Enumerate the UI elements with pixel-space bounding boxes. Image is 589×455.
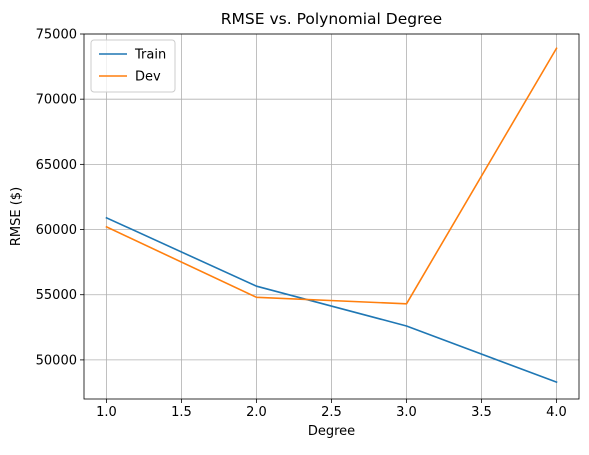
y-tick-label: 70000 xyxy=(36,93,77,108)
y-tick-label: 60000 xyxy=(36,223,77,238)
x-tick-label: 2.5 xyxy=(321,405,342,420)
y-axis-label: RMSE ($) xyxy=(9,187,24,246)
x-tick-label: 1.0 xyxy=(96,405,117,420)
legend: Train Dev xyxy=(90,39,176,93)
series-line-train xyxy=(105,216,558,384)
series-lines xyxy=(105,47,558,384)
y-tick-label: 65000 xyxy=(36,158,77,173)
y-axis-ticks: 50000 55000 60000 65000 70000 75000 xyxy=(36,28,84,368)
x-tick-label: 2.0 xyxy=(246,405,267,420)
series-line-dev xyxy=(105,47,558,305)
legend-label-train: Train xyxy=(134,48,166,63)
y-tick-label: 75000 xyxy=(36,28,77,43)
y-tick-label: 50000 xyxy=(36,353,77,368)
x-tick-label: 1.5 xyxy=(171,405,192,420)
legend-box xyxy=(90,39,176,93)
x-tick-label: 4.0 xyxy=(546,405,567,420)
x-tick-label: 3.5 xyxy=(471,405,492,420)
x-axis-label: Degree xyxy=(308,424,355,439)
x-tick-label: 3.0 xyxy=(396,405,417,420)
legend-label-dev: Dev xyxy=(135,70,161,85)
chart-title: RMSE vs. Polynomial Degree xyxy=(221,10,442,28)
x-axis-ticks: 1.0 1.5 2.0 2.5 3.0 3.5 4.0 xyxy=(96,399,567,420)
y-tick-label: 55000 xyxy=(36,288,77,303)
